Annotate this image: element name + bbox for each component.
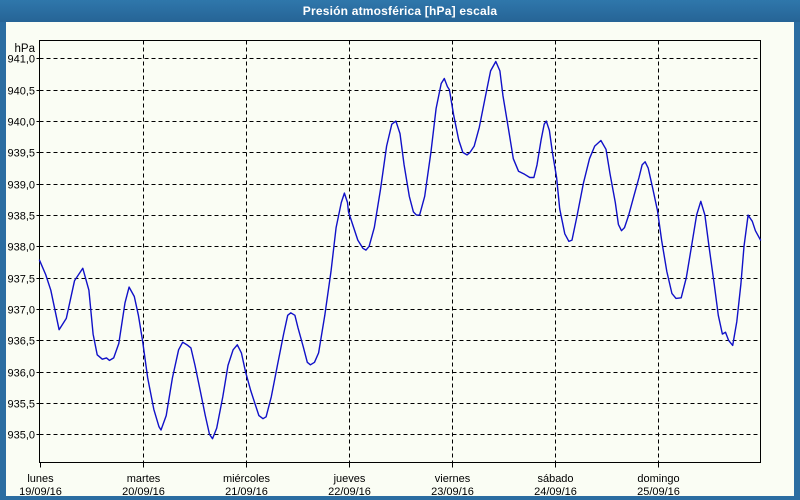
window-title: Presión atmosférica [hPa] escala [302, 4, 498, 18]
x-tick-day-label: lunes [27, 473, 54, 485]
y-tick-label: 939,0 [7, 180, 35, 192]
y-tick-label: 936,0 [7, 368, 35, 380]
y-tick-label: 937,0 [7, 305, 35, 317]
y-tick-label: 940,5 [7, 86, 35, 98]
x-tick-day-label: domingo [637, 473, 679, 485]
y-tick-label: 935,5 [7, 399, 35, 411]
x-tick-day-label: jueves [333, 473, 366, 485]
y-tick-label: 938,0 [7, 242, 35, 254]
y-unit-label: hPa [15, 43, 36, 55]
x-tick-day-label: miércoles [223, 473, 271, 485]
y-tick-label: 940,0 [7, 117, 35, 129]
window-title-bar: Presión atmosférica [hPa] escala [0, 0, 800, 22]
x-tick-date-label: 23/09/16 [431, 486, 474, 498]
x-tick-date-label: 22/09/16 [328, 486, 371, 498]
x-tick-date-label: 20/09/16 [122, 486, 165, 498]
y-tick-label: 938,5 [7, 211, 35, 223]
x-tick-date-label: 25/09/16 [637, 486, 680, 498]
x-tick-day-label: viernes [435, 473, 471, 485]
plot-border [39, 40, 761, 463]
y-tick-label: 941,0 [7, 54, 35, 66]
chart-content-area [6, 22, 794, 496]
x-tick-day-label: martes [127, 473, 161, 485]
y-tick-label: 937,5 [7, 274, 35, 286]
y-tick-label: 939,5 [7, 148, 35, 160]
x-tick-date-label: 24/09/16 [534, 486, 577, 498]
x-tick-date-label: 21/09/16 [225, 486, 268, 498]
x-tick-date-label: 19/09/16 [19, 486, 62, 498]
x-tick-day-label: sábado [537, 473, 573, 485]
y-tick-label: 935,0 [7, 430, 35, 442]
y-tick-label: 936,5 [7, 336, 35, 348]
pressure-line [38, 60, 762, 440]
